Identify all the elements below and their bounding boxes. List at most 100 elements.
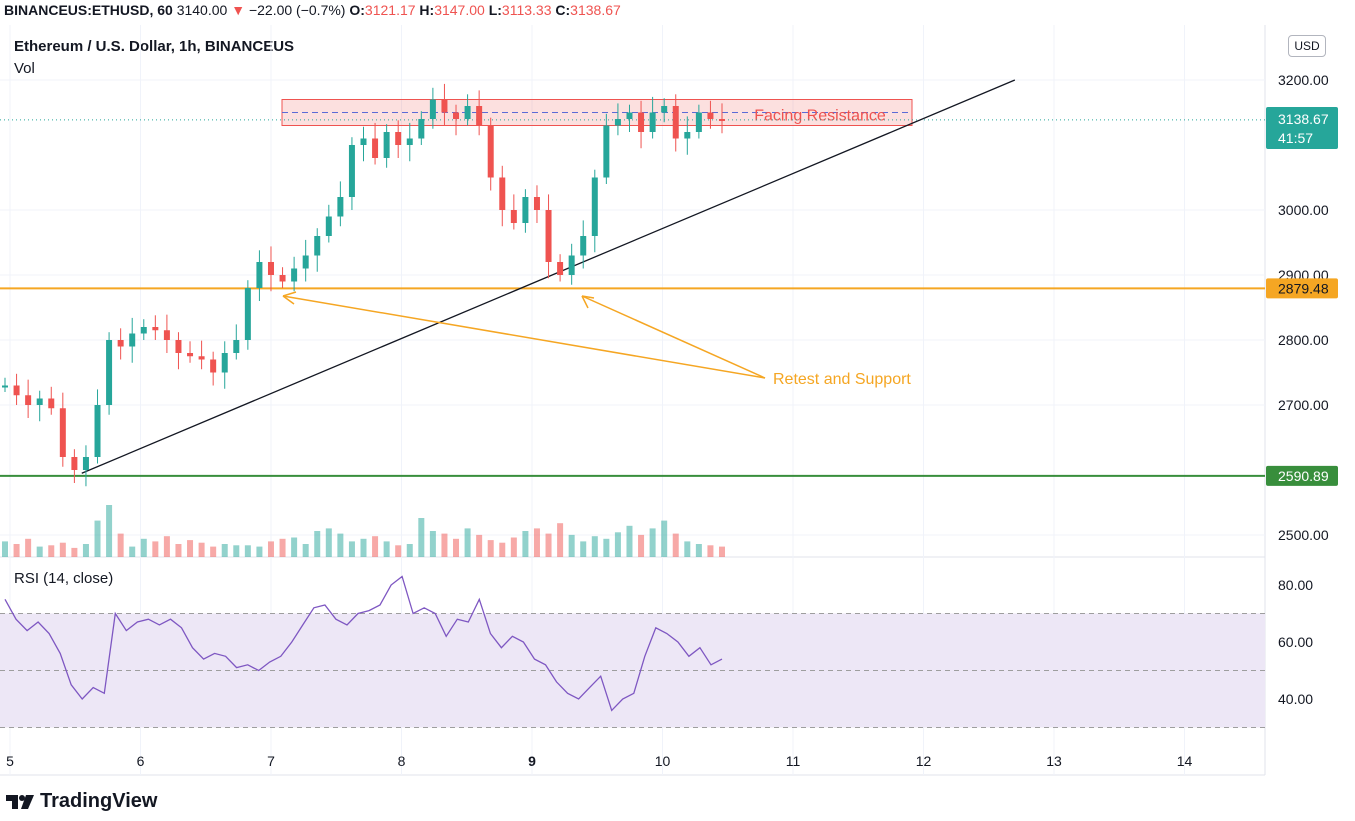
open-value: 3121.17 [364, 2, 416, 18]
candle-body [348, 145, 355, 197]
candle-body [175, 340, 182, 353]
volume-legend[interactable]: Vol [14, 60, 35, 77]
volume-bar [256, 546, 263, 557]
resistance-label: Facing Resistance [754, 108, 886, 125]
candle-body [117, 340, 124, 347]
candle-body [684, 132, 691, 139]
volume-bar [499, 542, 506, 557]
volume-bar [614, 532, 621, 557]
volume-bar [684, 541, 691, 557]
volume-bar [591, 536, 598, 557]
time-tick-label: 8 [398, 753, 406, 769]
volume-bar [626, 525, 633, 557]
candle-body [395, 132, 402, 145]
rsi-legend[interactable]: RSI (14, close) [14, 570, 114, 587]
rsi-tick-label: 40.00 [1278, 691, 1313, 707]
volume-bar [372, 536, 379, 557]
candle-body [233, 340, 240, 353]
volume-bar [279, 538, 286, 557]
volume-bar [441, 533, 448, 557]
volume-bar [557, 523, 564, 557]
low-label: L: [488, 2, 502, 18]
candle-body [464, 106, 471, 119]
candle-body [533, 197, 540, 210]
volume-bar [418, 518, 425, 557]
candle-body [291, 268, 298, 282]
volume-bar [348, 541, 355, 557]
volume-bar [360, 538, 367, 557]
candle-body [36, 398, 43, 405]
currency-button[interactable]: USD [1288, 35, 1326, 57]
volume-bar [187, 540, 194, 557]
annotation-arrowhead [282, 291, 297, 305]
volume-bar [221, 544, 228, 557]
candle-body [499, 177, 506, 210]
candle-body [695, 112, 702, 132]
candle-body [545, 210, 552, 262]
volume-bar [198, 542, 205, 557]
volume-bar [672, 533, 679, 557]
candle-body [2, 385, 8, 388]
volume-bar [453, 538, 460, 557]
candle-body [626, 112, 633, 119]
price-line-badge [1266, 465, 1338, 486]
candle-body [325, 216, 332, 236]
time-tick-label: 13 [1046, 753, 1062, 769]
volume-bar [638, 534, 645, 557]
volume-bar [568, 534, 575, 557]
time-tick-label: 12 [916, 753, 932, 769]
time-tick-label: 11 [786, 753, 801, 769]
candle-body [71, 457, 78, 470]
volume-bar [719, 546, 725, 557]
volume-bar [152, 541, 159, 557]
candle-body [163, 330, 170, 340]
volume-bar [25, 538, 32, 557]
last-price-badge [1266, 107, 1338, 149]
candle-body [661, 106, 668, 113]
volume-bar [291, 537, 298, 557]
volume-bar [580, 541, 587, 557]
candle-body [48, 398, 55, 409]
volume-bar [267, 541, 274, 557]
high-label: H: [419, 2, 435, 18]
candle-body [591, 177, 598, 236]
candle-body [638, 112, 645, 132]
candle-body [198, 356, 205, 360]
tradingview-logo-icon [6, 794, 34, 809]
change-arrow-icon: ▼ [231, 2, 246, 18]
volume-bar [117, 533, 124, 557]
low-value: 3113.33 [501, 2, 552, 18]
volume-bar [487, 540, 494, 557]
rsi-tick-label: 80.00 [1278, 577, 1313, 593]
volume-bar [106, 505, 113, 557]
volume-bar [533, 528, 540, 557]
volume-bar [244, 545, 251, 557]
candle-body [221, 353, 228, 373]
volume-bar [129, 546, 136, 557]
close-value: 3138.67 [570, 2, 621, 18]
annotation-arrow [581, 295, 766, 379]
tradingview-logo[interactable]: TradingView [6, 790, 157, 813]
volume-bar [545, 533, 552, 557]
candle-body [314, 236, 321, 256]
volume-bar [82, 544, 89, 557]
volume-bar [464, 528, 471, 557]
candle-body [337, 197, 344, 217]
high-value: 3147.00 [434, 2, 485, 18]
volume-bar [140, 538, 147, 557]
candle-body [429, 99, 436, 119]
open-label: O: [349, 2, 365, 18]
candle-body [510, 210, 517, 223]
volume-bar [175, 544, 182, 557]
volume-bar [314, 531, 321, 557]
symbol-name[interactable]: BINANCEUS:ETHUSD, 60 [4, 2, 173, 18]
candle-body [487, 125, 494, 178]
volume-bar [383, 541, 390, 557]
volume-bar [707, 545, 714, 557]
candle-body [13, 385, 20, 396]
volume-bar [233, 545, 240, 557]
candle-body [302, 255, 309, 269]
candle-body [25, 395, 32, 405]
chart-title[interactable]: Ethereum / U.S. Dollar, 1h, BINANCEUS [14, 38, 295, 55]
